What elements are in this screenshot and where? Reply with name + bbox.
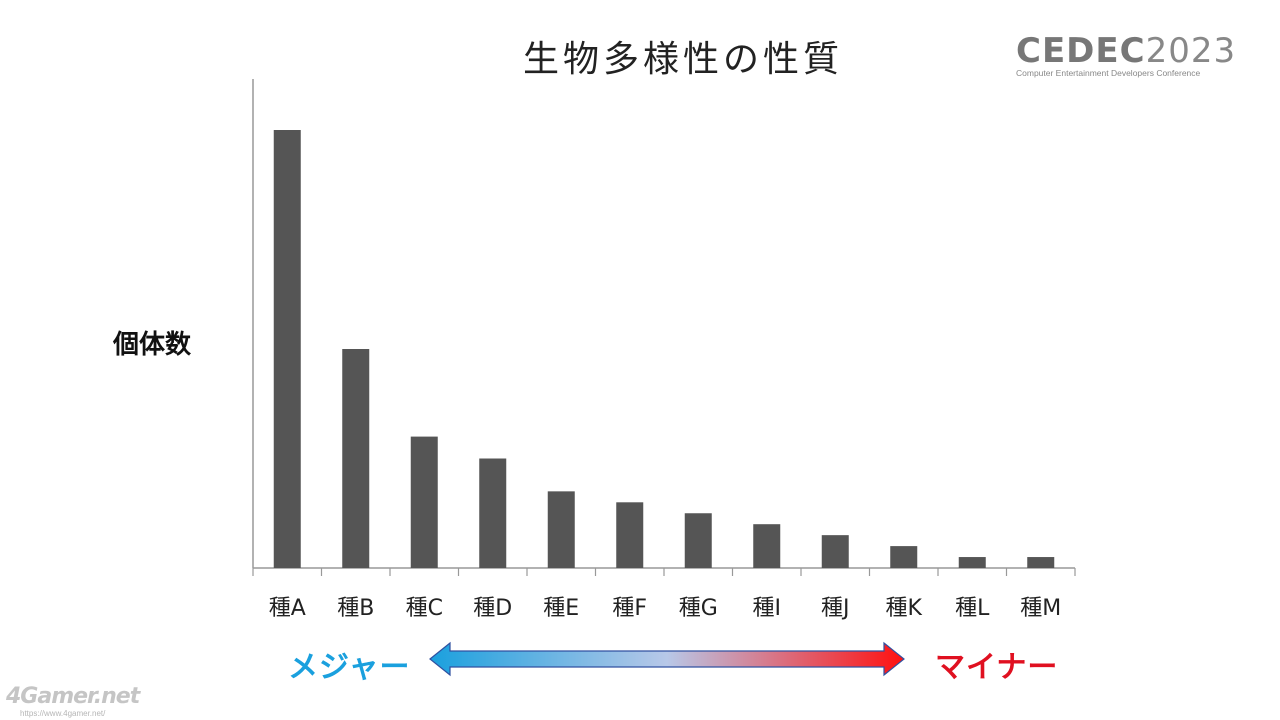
x-tick-label: 種F <box>612 596 647 621</box>
bar-2 <box>342 349 370 568</box>
x-tick-label: 種L <box>955 596 990 621</box>
slide-title: 生物多様性の性質 <box>522 39 843 80</box>
minor-label: マイナー <box>935 650 1059 685</box>
cedec-logo-bold: CEDEC <box>1016 31 1146 71</box>
x-tick-label: 種B <box>337 596 374 621</box>
x-tick-label: 種G <box>679 596 718 621</box>
bar-8 <box>753 524 781 568</box>
bar-4 <box>479 458 507 568</box>
chart-bars <box>273 130 1055 568</box>
bar-12 <box>1027 557 1055 568</box>
bar-3 <box>410 436 438 568</box>
bar-1 <box>273 130 301 568</box>
x-tick-label: 種A <box>269 596 306 621</box>
major-label: メジャー <box>288 650 411 685</box>
chart-axes <box>252 79 1076 576</box>
gradient-double-arrow <box>429 641 905 677</box>
watermark-url: https://www.4gamer.net/ <box>20 709 106 718</box>
x-tick-label: 種D <box>473 596 512 621</box>
x-tick-label: 種I <box>753 596 782 621</box>
cedec-logo-main: CEDEC2023 <box>1016 31 1235 71</box>
bar-7 <box>684 513 712 568</box>
x-tick-label: 種C <box>406 596 443 621</box>
x-tick-label: 種M <box>1020 596 1061 621</box>
bar-11 <box>958 557 986 568</box>
chart-tick-labels: 種A 種B 種C 種D 種E 種F 種G 種I 種J 種K 種L 種M <box>269 596 1062 621</box>
cedec-logo: CEDEC2023 Computer Entertainment Develop… <box>1016 31 1235 78</box>
x-tick-label: 種J <box>821 596 850 621</box>
watermark-logo: 4Gamer.net <box>6 684 140 709</box>
bar-5 <box>547 491 575 568</box>
x-tick-label: 種K <box>886 596 923 621</box>
bar-9 <box>821 535 849 568</box>
bar-10 <box>890 546 918 568</box>
y-axis-label: 個体数 <box>113 330 192 360</box>
bar-6 <box>616 502 644 568</box>
cedec-logo-year: 2023 <box>1145 31 1237 71</box>
cedec-logo-subtitle: Computer Entertainment Developers Confer… <box>1016 68 1201 78</box>
x-tick-label: 種E <box>543 596 579 621</box>
major-minor-arrow <box>429 641 905 677</box>
